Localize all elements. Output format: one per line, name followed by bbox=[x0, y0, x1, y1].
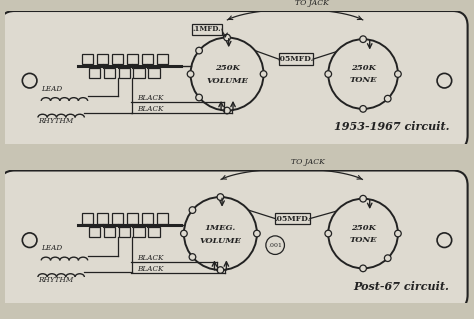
Bar bbox=[82, 54, 93, 64]
Bar bbox=[134, 227, 145, 237]
Text: RHYTHM: RHYTHM bbox=[38, 276, 73, 284]
Circle shape bbox=[384, 255, 391, 262]
Bar bbox=[157, 54, 168, 64]
Text: LEAD: LEAD bbox=[41, 244, 63, 252]
Circle shape bbox=[395, 230, 401, 237]
Circle shape bbox=[217, 267, 224, 273]
Text: TONE: TONE bbox=[349, 235, 377, 243]
Bar bbox=[112, 213, 123, 224]
Circle shape bbox=[187, 71, 194, 77]
Bar bbox=[279, 54, 313, 65]
Bar bbox=[112, 54, 123, 64]
Circle shape bbox=[196, 94, 202, 101]
Text: BLACK: BLACK bbox=[137, 94, 164, 102]
Text: .1MFD.: .1MFD. bbox=[193, 25, 221, 33]
Bar bbox=[118, 68, 130, 78]
Circle shape bbox=[181, 230, 187, 237]
Text: Post-67 circuit.: Post-67 circuit. bbox=[354, 281, 449, 292]
Circle shape bbox=[325, 230, 331, 237]
Circle shape bbox=[384, 95, 391, 102]
Text: TO JACK: TO JACK bbox=[292, 158, 325, 166]
Text: LEAD: LEAD bbox=[41, 85, 63, 93]
Circle shape bbox=[360, 36, 366, 42]
Bar bbox=[275, 213, 310, 224]
Circle shape bbox=[224, 107, 230, 114]
Text: 1953-1967 circuit.: 1953-1967 circuit. bbox=[334, 121, 449, 132]
Bar bbox=[89, 68, 100, 78]
Text: .05MFD.: .05MFD. bbox=[278, 55, 314, 63]
Circle shape bbox=[360, 195, 366, 202]
Circle shape bbox=[254, 230, 260, 237]
Circle shape bbox=[325, 71, 331, 77]
Bar bbox=[97, 213, 108, 224]
Text: .05MFD.: .05MFD. bbox=[274, 215, 310, 223]
Text: TO JACK: TO JACK bbox=[295, 0, 328, 7]
Circle shape bbox=[260, 71, 267, 77]
Circle shape bbox=[217, 194, 224, 200]
Bar bbox=[134, 68, 145, 78]
Text: VOLUME: VOLUME bbox=[200, 237, 241, 245]
Circle shape bbox=[360, 265, 366, 272]
Text: 1MEG.: 1MEG. bbox=[205, 224, 236, 232]
Bar bbox=[142, 54, 153, 64]
Text: .001: .001 bbox=[268, 243, 282, 248]
Text: BLACK: BLACK bbox=[137, 105, 164, 113]
Bar bbox=[82, 213, 93, 224]
FancyBboxPatch shape bbox=[0, 11, 467, 150]
Text: 250K: 250K bbox=[351, 64, 375, 72]
Text: 250K: 250K bbox=[351, 224, 375, 232]
Bar bbox=[157, 213, 168, 224]
Bar bbox=[104, 68, 115, 78]
Circle shape bbox=[224, 34, 230, 41]
Circle shape bbox=[189, 207, 196, 213]
Circle shape bbox=[196, 47, 202, 54]
FancyBboxPatch shape bbox=[0, 170, 467, 310]
Bar bbox=[142, 213, 153, 224]
Text: 250K: 250K bbox=[215, 64, 239, 72]
Circle shape bbox=[360, 106, 366, 112]
Text: BLACK: BLACK bbox=[137, 265, 164, 273]
Bar bbox=[89, 227, 100, 237]
Circle shape bbox=[189, 254, 196, 260]
Bar bbox=[104, 227, 115, 237]
Bar bbox=[127, 213, 138, 224]
Bar bbox=[192, 24, 222, 34]
Bar bbox=[97, 54, 108, 64]
Text: TONE: TONE bbox=[349, 76, 377, 84]
Text: VOLUME: VOLUME bbox=[206, 77, 248, 85]
Bar bbox=[148, 68, 160, 78]
Bar bbox=[148, 227, 160, 237]
Bar bbox=[118, 227, 130, 237]
Text: RHYTHM: RHYTHM bbox=[38, 117, 73, 125]
Bar bbox=[127, 54, 138, 64]
Text: BLACK: BLACK bbox=[137, 254, 164, 262]
Circle shape bbox=[395, 71, 401, 77]
